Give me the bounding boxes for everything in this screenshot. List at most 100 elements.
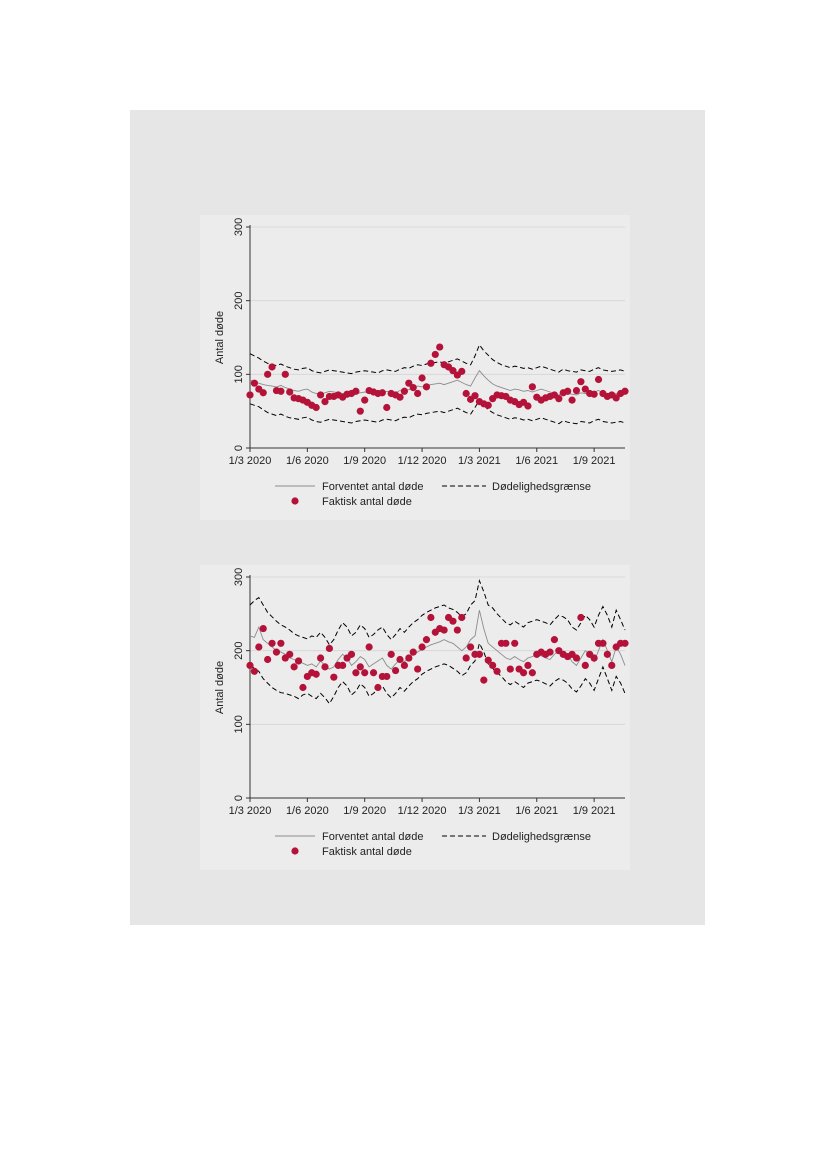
chart1-actual-point bbox=[581, 385, 589, 393]
chart2-actual-point bbox=[484, 656, 492, 664]
chart1-legend-actual-swatch bbox=[291, 497, 299, 505]
chart-2-svg: 0 100 200 300 Antal døde 1/3 2020 1/6 2020 1/9 … bbox=[214, 568, 629, 858]
chart1-actual-point bbox=[462, 389, 470, 398]
chart2-actual-point bbox=[449, 617, 457, 625]
chart2-actual-point bbox=[511, 639, 519, 647]
chart1-actual-point bbox=[378, 389, 386, 397]
chart2-actual-point bbox=[453, 626, 461, 634]
chart1-x-tick-label: 1/9 2020 bbox=[343, 455, 386, 467]
chart1-actual-point bbox=[356, 407, 364, 415]
chart2-actual-point bbox=[599, 639, 607, 647]
chart1-legend-actual-label: Faktisk antal døde bbox=[322, 496, 412, 508]
chart1-y-tick-label: 0 bbox=[233, 445, 245, 451]
chart2-y-tick-label: 300 bbox=[233, 568, 245, 586]
chart2-actual-point bbox=[264, 655, 272, 664]
chart2-actual-point bbox=[409, 648, 417, 656]
chart1-actual-point bbox=[590, 390, 598, 398]
chart2-actual-point bbox=[312, 670, 320, 678]
chart2-actual-point bbox=[272, 648, 281, 656]
chart2-actual-point bbox=[259, 624, 267, 633]
chart2-legend-actual-swatch bbox=[291, 847, 299, 855]
chart2-legend-expected-label: Forventet antal døde bbox=[322, 831, 424, 843]
chart1-actual-point bbox=[427, 359, 435, 367]
chart1-actual-point bbox=[568, 396, 576, 404]
chart2-y-tick-label: 200 bbox=[233, 641, 245, 659]
chart2-actual-point bbox=[546, 648, 554, 656]
chart2-actual-point bbox=[422, 636, 431, 644]
chart1-x-tick-label: 1/6 2020 bbox=[286, 455, 329, 467]
chart2-threshold-line bbox=[249, 641, 626, 705]
chart-1-svg: 0 100 200 300 Antal døde 1/3 2020 1/6 2020 1/9 … bbox=[214, 218, 629, 508]
chart1-legend-threshold-label: Dødelighedsgrænse bbox=[492, 481, 591, 493]
chart1-actual-point bbox=[405, 379, 413, 387]
chart2-actual-point bbox=[519, 669, 528, 677]
chart2-x-tick-label: 1/6 2021 bbox=[515, 805, 558, 817]
chart2-actual-point bbox=[572, 654, 581, 662]
chart1-actual-point bbox=[572, 386, 581, 395]
chart2-actual-point bbox=[250, 667, 259, 675]
chart1-actual-point bbox=[312, 403, 320, 412]
chart2-actual-point bbox=[255, 643, 263, 651]
chart1-actual-point bbox=[564, 387, 572, 395]
chart2-actual-point bbox=[391, 666, 400, 675]
chart2-actual-point bbox=[325, 644, 334, 653]
chart2-actual-point bbox=[524, 661, 532, 669]
chart2-actual-point bbox=[440, 626, 448, 634]
chart1-actual-point bbox=[277, 387, 285, 395]
chart2-x-tick-label: 1/6 2020 bbox=[286, 805, 329, 817]
chart2-actual-point bbox=[396, 655, 404, 664]
chart2-actual-point bbox=[414, 665, 422, 673]
chart2-actual-point bbox=[369, 669, 378, 677]
chart2-actual-point bbox=[480, 676, 488, 684]
chart1-actual-point bbox=[352, 387, 360, 395]
chart2-actual-point bbox=[621, 639, 629, 647]
chart2-threshold-line bbox=[249, 579, 626, 646]
chart1-x-tick-label: 1/3 2020 bbox=[229, 455, 272, 467]
chart1-actual-point bbox=[246, 391, 254, 399]
chart2-legend-threshold-label: Dødelighedsgrænse bbox=[492, 831, 591, 843]
chart2-actual-point bbox=[387, 650, 395, 658]
chart2-actual-point bbox=[330, 673, 338, 681]
chart2-actual-point bbox=[405, 654, 413, 662]
chart2-actual-point bbox=[352, 669, 360, 677]
chart2-actual-point bbox=[502, 639, 510, 647]
chart2-actual-point bbox=[400, 661, 409, 669]
chart2-actual-point bbox=[286, 650, 294, 658]
chart1-actual-point bbox=[361, 396, 369, 404]
chart2-actual-point bbox=[268, 639, 276, 647]
chart2-actual-point bbox=[493, 667, 501, 675]
chart1-actual-point bbox=[409, 383, 417, 392]
chart2-actual-point bbox=[299, 683, 307, 692]
chart2-actual-point bbox=[608, 661, 616, 669]
chart2-x-tick-label: 1/12 2020 bbox=[398, 805, 447, 817]
chart1-threshold-line bbox=[249, 399, 626, 425]
chart2-actual-point bbox=[489, 661, 497, 669]
chart1-actual-point bbox=[436, 343, 444, 351]
chart2-actual-point bbox=[475, 650, 484, 658]
chart1-actual-point bbox=[612, 394, 620, 402]
chart1-actual-point bbox=[555, 395, 563, 403]
chart1-y-tick-label: 200 bbox=[233, 291, 245, 309]
chart1-actual-point bbox=[418, 374, 426, 382]
chart1-y-tick-label: 100 bbox=[233, 365, 245, 383]
chart1-actual-point bbox=[316, 391, 325, 399]
chart1-x-tick-label: 1/3 2021 bbox=[458, 455, 501, 467]
chart2-actual-point bbox=[361, 669, 369, 677]
chart1-legend-expected-label: Forventet antal døde bbox=[322, 481, 424, 493]
chart2-y-axis-label: Antal døde bbox=[214, 661, 226, 714]
chart2-actual-point bbox=[347, 650, 356, 658]
chart2-actual-point bbox=[418, 643, 426, 651]
chart2-actual-point bbox=[427, 613, 435, 622]
chart1-actual-point bbox=[524, 402, 532, 410]
chart1-actual-point bbox=[431, 350, 439, 359]
chart2-x-tick-label: 1/3 2021 bbox=[458, 805, 501, 817]
chart1-actual-point bbox=[281, 370, 289, 378]
chart2-actual-point bbox=[374, 683, 382, 692]
chart1-threshold-line bbox=[249, 343, 626, 375]
chart1-actual-point bbox=[471, 392, 479, 400]
chart1-actual-point bbox=[321, 397, 329, 406]
chart1-x-tick-label: 1/6 2021 bbox=[515, 455, 558, 467]
chart1-actual-point bbox=[264, 370, 272, 378]
chart2-actual-point bbox=[550, 636, 559, 644]
chart1-x-tick-label: 1/9 2021 bbox=[573, 455, 616, 467]
